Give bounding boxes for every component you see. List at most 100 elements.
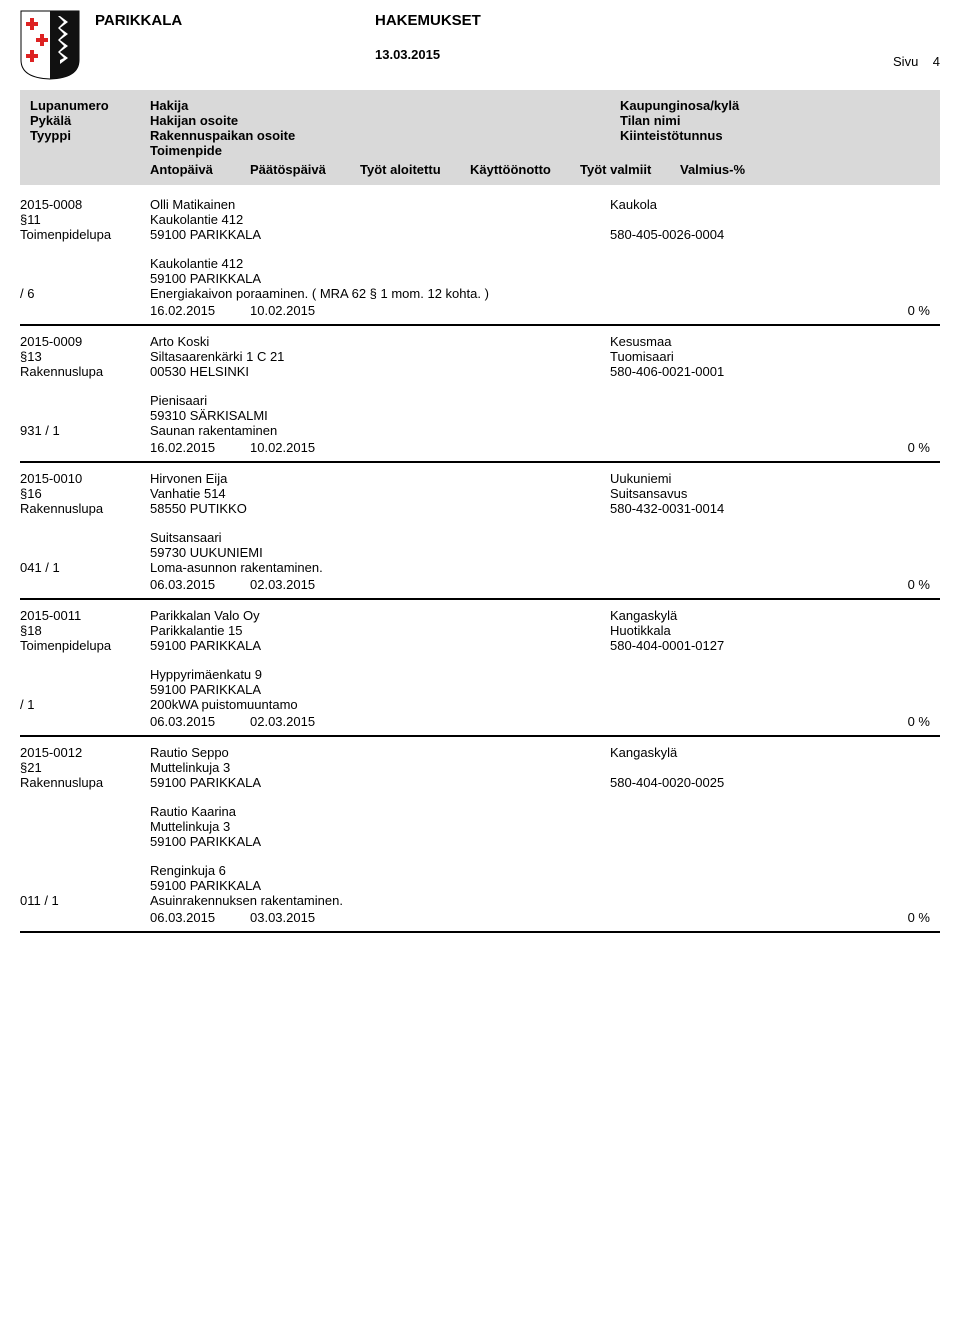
entry-right-cell: 580-432-0031-0014 [610, 501, 724, 516]
legend-tyot-aloitettu: Työt aloitettu [360, 162, 470, 177]
date-cell [360, 714, 470, 729]
entry-left-cell: Rakennuslupa [20, 775, 150, 790]
entry-right-cell: Huotikkala [610, 623, 671, 638]
action-text: 59100 PARIKKALA [150, 682, 610, 697]
entry-row: Toimenpidelupa59100 PARIKKALA580-405-002… [20, 227, 940, 242]
completion-pct: 0 % [908, 303, 940, 318]
action-line: Pienisaari [20, 393, 940, 408]
date-cell: 10.02.2015 [250, 303, 360, 318]
legend-hakijan-osoite: Hakijan osoite [150, 113, 620, 128]
action-line: / 1200kWA puistomuuntamo [20, 697, 940, 712]
entry-row: §18Parikkalantie 15Huotikkala [20, 623, 940, 638]
legend-hakija: Hakija [150, 98, 620, 113]
action-left-cell [20, 256, 150, 271]
action-text: Kaukolantie 412 [150, 256, 610, 271]
entry-mid-cell: Siltasaarenkärki 1 C 21 [150, 349, 610, 364]
date-cell: 02.03.2015 [250, 577, 360, 592]
legend-kaupunginosa: Kaupunginosa/kylä [620, 98, 739, 113]
action-line: 59100 PARIKKALA [20, 271, 940, 286]
extra-applicant-line: Rautio Kaarina [150, 804, 940, 819]
date-cell [360, 910, 470, 925]
entry-left-cell: Rakennuslupa [20, 364, 150, 379]
action-left-cell: 041 / 1 [20, 560, 150, 575]
entry-left-cell: 2015-0008 [20, 197, 150, 212]
action-text: Hyppyrimäenkatu 9 [150, 667, 610, 682]
date-cell [20, 577, 150, 592]
document-date: 13.03.2015 [375, 47, 481, 62]
action-line: Kaukolantie 412 [20, 256, 940, 271]
entry-left-cell: Rakennuslupa [20, 501, 150, 516]
action-left-cell [20, 863, 150, 878]
action-left-cell [20, 667, 150, 682]
action-block: Pienisaari59310 SÄRKISALMI931 / 1Saunan … [20, 393, 940, 455]
action-left-cell [20, 393, 150, 408]
action-line: Hyppyrimäenkatu 9 [20, 667, 940, 682]
entry-left-cell: §13 [20, 349, 150, 364]
action-block: Hyppyrimäenkatu 959100 PARIKKALA/ 1200kW… [20, 667, 940, 729]
action-line: 59310 SÄRKISALMI [20, 408, 940, 423]
entry-left-cell: §16 [20, 486, 150, 501]
document-header: PARIKKALA HAKEMUKSET 13.03.2015 Sivu 4 [20, 10, 940, 80]
date-cell [360, 303, 470, 318]
entry-left-cell: 2015-0009 [20, 334, 150, 349]
action-left-cell [20, 530, 150, 545]
entry-left-cell: Toimenpidelupa [20, 227, 150, 242]
entry-mid-cell: 59100 PARIKKALA [150, 227, 610, 242]
dates-row: 06.03.201503.03.20150 % [20, 910, 940, 925]
legend-tyot-valmiit: Työt valmiit [580, 162, 680, 177]
action-line: 931 / 1Saunan rakentaminen [20, 423, 940, 438]
legend-toimenpide: Toimenpide [150, 143, 620, 158]
entry-right-cell: Suitsansavus [610, 486, 687, 501]
entry-row: 2015-0008Olli MatikainenKaukola [20, 197, 940, 212]
entry-row: 2015-0010Hirvonen EijaUukuniemi [20, 471, 940, 486]
action-block: Renginkuja 659100 PARIKKALA011 / 1Asuinr… [20, 863, 940, 925]
entry-left-cell: 2015-0012 [20, 745, 150, 760]
entry-mid-cell: Kaukolantie 412 [150, 212, 610, 227]
date-cell: 06.03.2015 [150, 577, 250, 592]
dates-row: 16.02.201510.02.2015 0 % [20, 303, 940, 318]
entry-left-cell: §21 [20, 760, 150, 775]
date-cell [20, 910, 150, 925]
completion-pct: 0 % [908, 910, 940, 925]
entry-left-cell: 2015-0011 [20, 608, 150, 623]
entry-separator [20, 324, 940, 326]
entry-mid-cell: Olli Matikainen [150, 197, 610, 212]
action-left-cell: / 6 [20, 286, 150, 301]
action-text: 59100 PARIKKALA [150, 271, 610, 286]
date-cell: 16.02.2015 [150, 303, 250, 318]
date-cell [20, 714, 150, 729]
action-line: 041 / 1Loma-asunnon rakentaminen. [20, 560, 940, 575]
entry-separator [20, 461, 940, 463]
date-cell [580, 910, 680, 925]
action-text: Loma-asunnon rakentaminen. [150, 560, 610, 575]
action-line: 59730 UUKUNIEMI [20, 545, 940, 560]
entry-mid-cell: 59100 PARIKKALA [150, 775, 610, 790]
entry-mid-cell: 59100 PARIKKALA [150, 638, 610, 653]
date-cell: 06.03.2015 [150, 714, 250, 729]
permit-entry: 2015-0008Olli MatikainenKaukola§11Kaukol… [20, 197, 940, 326]
action-line: Renginkuja 6 [20, 863, 940, 878]
entry-left-cell: §11 [20, 212, 150, 227]
dates-row: 06.03.201502.03.2015 0 % [20, 577, 940, 592]
legend-lupanumero: Lupanumero [30, 98, 150, 113]
legend-tilan-nimi: Tilan nimi [620, 113, 739, 128]
completion-pct: 0 % [908, 577, 940, 592]
action-left-cell [20, 878, 150, 893]
entry-row: Rakennuslupa59100 PARIKKALA580-404-0020-… [20, 775, 940, 790]
entry-row: §21Muttelinkuja 3 [20, 760, 940, 775]
entry-row: 2015-0011Parikkalan Valo OyKangaskylä [20, 608, 940, 623]
action-block: Kaukolantie 41259100 PARIKKALA/ 6Energia… [20, 256, 940, 318]
action-line: 011 / 1Asuinrakennuksen rakentaminen. [20, 893, 940, 908]
action-text: Suitsansaari [150, 530, 610, 545]
date-cell: 16.02.2015 [150, 440, 250, 455]
entry-left-cell: 2015-0010 [20, 471, 150, 486]
entry-right-cell: Kangaskylä [610, 745, 677, 760]
action-left-cell: 011 / 1 [20, 893, 150, 908]
entry-right-cell: Kesusmaa [610, 334, 671, 349]
action-text: Energiakaivon poraaminen. ( MRA 62 § 1 m… [150, 286, 610, 301]
entry-right-cell: 580-404-0001-0127 [610, 638, 724, 653]
permit-entry: 2015-0009Arto KoskiKesusmaa§13Siltasaare… [20, 334, 940, 463]
action-text: 59730 UUKUNIEMI [150, 545, 610, 560]
date-cell [20, 303, 150, 318]
entry-right-cell: Tuomisaari [610, 349, 674, 364]
